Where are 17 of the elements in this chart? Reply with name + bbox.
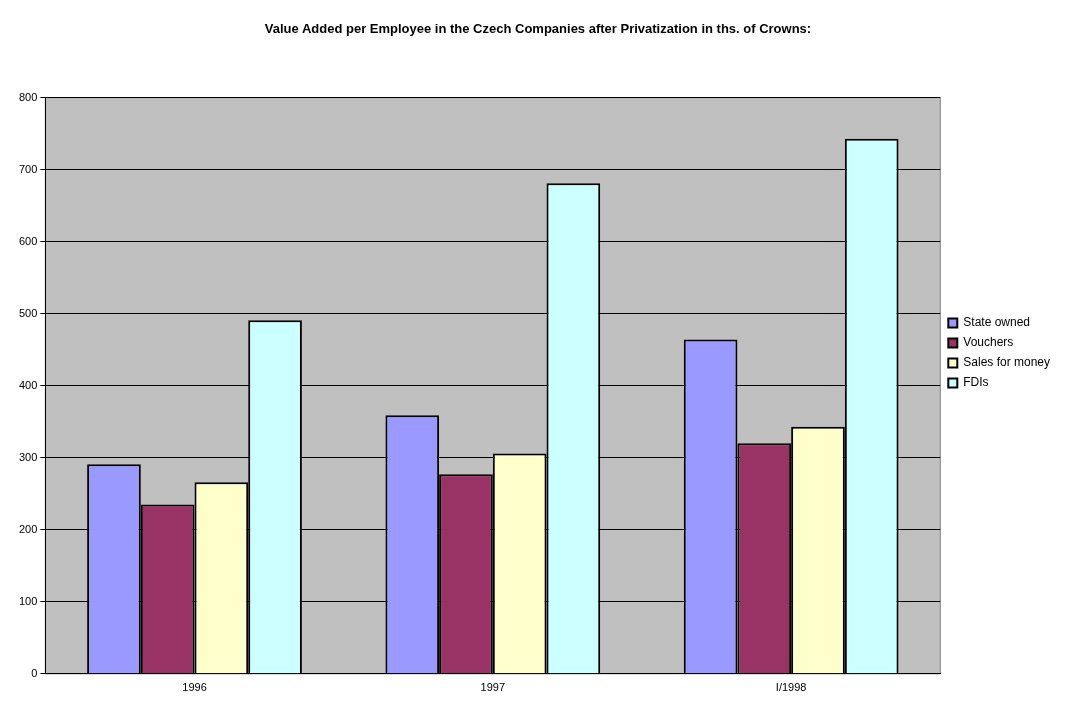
y-tick-label: 800 — [18, 90, 38, 103]
x-tick-label: I/1998 — [775, 681, 807, 694]
y-tick-label: 0 — [31, 666, 38, 679]
y-tick-label: 600 — [18, 234, 38, 247]
y-tick-label: 200 — [18, 522, 38, 535]
x-tick-label: 1996 — [182, 681, 207, 694]
y-tick-label: 100 — [18, 594, 38, 607]
legend-label: FDIs — [963, 375, 989, 390]
y-tick-label: 400 — [18, 378, 38, 391]
y-tick-label: 700 — [18, 162, 38, 175]
x-tick-label: 1997 — [480, 681, 506, 694]
legend-label: Sales for money — [963, 355, 1051, 370]
y-tick-label: 300 — [18, 450, 38, 463]
y-tick-label: 500 — [18, 306, 38, 319]
chart-title: Value Added per Employee in the Czech Companies after Privatization in ths. of Crowns: — [264, 21, 812, 37]
legend-label: State owned — [963, 315, 1031, 330]
legend-label: Vouchers — [963, 335, 1014, 350]
